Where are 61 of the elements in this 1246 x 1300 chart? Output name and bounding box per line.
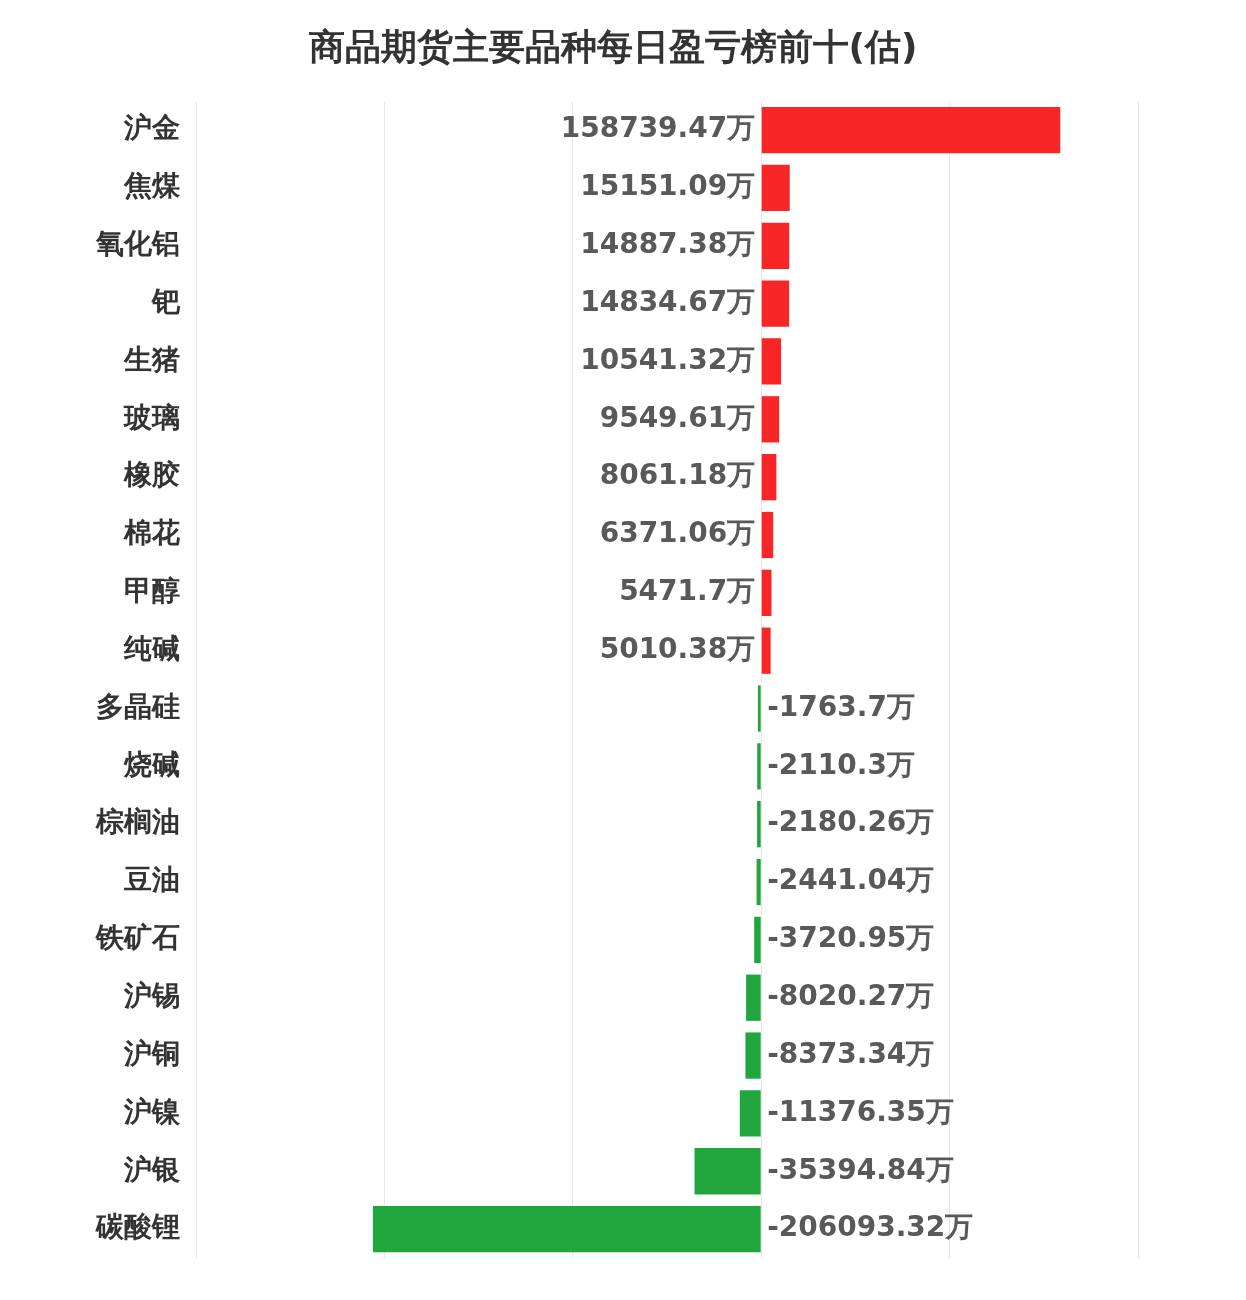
data-label: -35394.84万 [767, 1152, 954, 1186]
data-label: -1763.7万 [767, 689, 915, 723]
y-tick-label: 生猪 [123, 342, 180, 376]
bar [761, 164, 790, 212]
bar [761, 627, 771, 674]
bar [694, 1148, 761, 1195]
bar [754, 916, 761, 964]
y-tick-label: 沪镍 [123, 1094, 181, 1128]
data-label: 15151.09万 [580, 169, 756, 203]
data-label: -8020.27万 [767, 979, 935, 1012]
bar [745, 1032, 761, 1079]
data-label: -2110.3万 [767, 747, 915, 781]
bar [757, 685, 761, 732]
y-tick-label: 氧化铝 [95, 227, 180, 261]
bar [746, 974, 761, 1021]
y-tick-label: 橡胶 [123, 458, 180, 492]
y-tick-label: 纯碱 [123, 631, 180, 665]
data-label: -2180.26万 [767, 805, 935, 839]
bar [761, 454, 777, 501]
data-label: 5471.7万 [619, 574, 756, 608]
bar [761, 222, 790, 269]
data-label: 14834.67万 [580, 284, 756, 318]
data-label: 14887.38万 [580, 227, 756, 261]
data-label: 8061.18万 [599, 458, 756, 492]
bar [372, 1205, 761, 1253]
bar [757, 801, 761, 848]
y-tick-label: 棕榈油 [95, 805, 180, 839]
data-label: -2441.04万 [767, 863, 935, 897]
y-tick-label: 多晶硅 [96, 689, 180, 723]
y-tick-label: 沪银 [123, 1152, 180, 1186]
data-label: -206093.32万 [767, 1210, 974, 1244]
chart-title: 商品期货主要品种每日盈亏榜前十(估) [308, 25, 918, 67]
data-label: 5010.38万 [599, 631, 756, 665]
y-tick-label: 铁矿石 [95, 921, 180, 955]
data-label: 10541.32万 [580, 342, 756, 376]
bar [761, 569, 772, 616]
bar [761, 396, 780, 443]
data-label: 158739.47万 [560, 111, 756, 145]
y-tick-label: 沪铜 [123, 1036, 180, 1070]
bar [761, 280, 790, 327]
bar [761, 511, 774, 559]
y-tick-label: 棉花 [123, 516, 180, 550]
y-tick-label: 沪金 [123, 111, 180, 145]
bar [739, 1090, 761, 1137]
y-tick-label: 碳酸锂 [95, 1210, 180, 1244]
data-label: 9549.61万 [599, 400, 756, 434]
bar [756, 858, 761, 906]
data-label: 6371.06万 [599, 516, 756, 550]
y-tick-label: 玻璃 [123, 400, 180, 434]
y-tick-label: 豆油 [123, 863, 180, 897]
data-label: -3720.95万 [767, 921, 935, 955]
y-tick-label: 钯 [151, 284, 181, 318]
bar [761, 338, 782, 385]
data-label: -11376.35万 [767, 1094, 954, 1128]
y-tick-label: 甲醇 [124, 574, 180, 608]
y-tick-label: 沪锡 [123, 979, 180, 1012]
y-tick-label: 烧碱 [123, 747, 180, 781]
bar [757, 743, 761, 790]
y-tick-label: 焦煤 [123, 169, 181, 203]
bar [761, 106, 1061, 154]
data-label: -8373.34万 [767, 1036, 935, 1070]
